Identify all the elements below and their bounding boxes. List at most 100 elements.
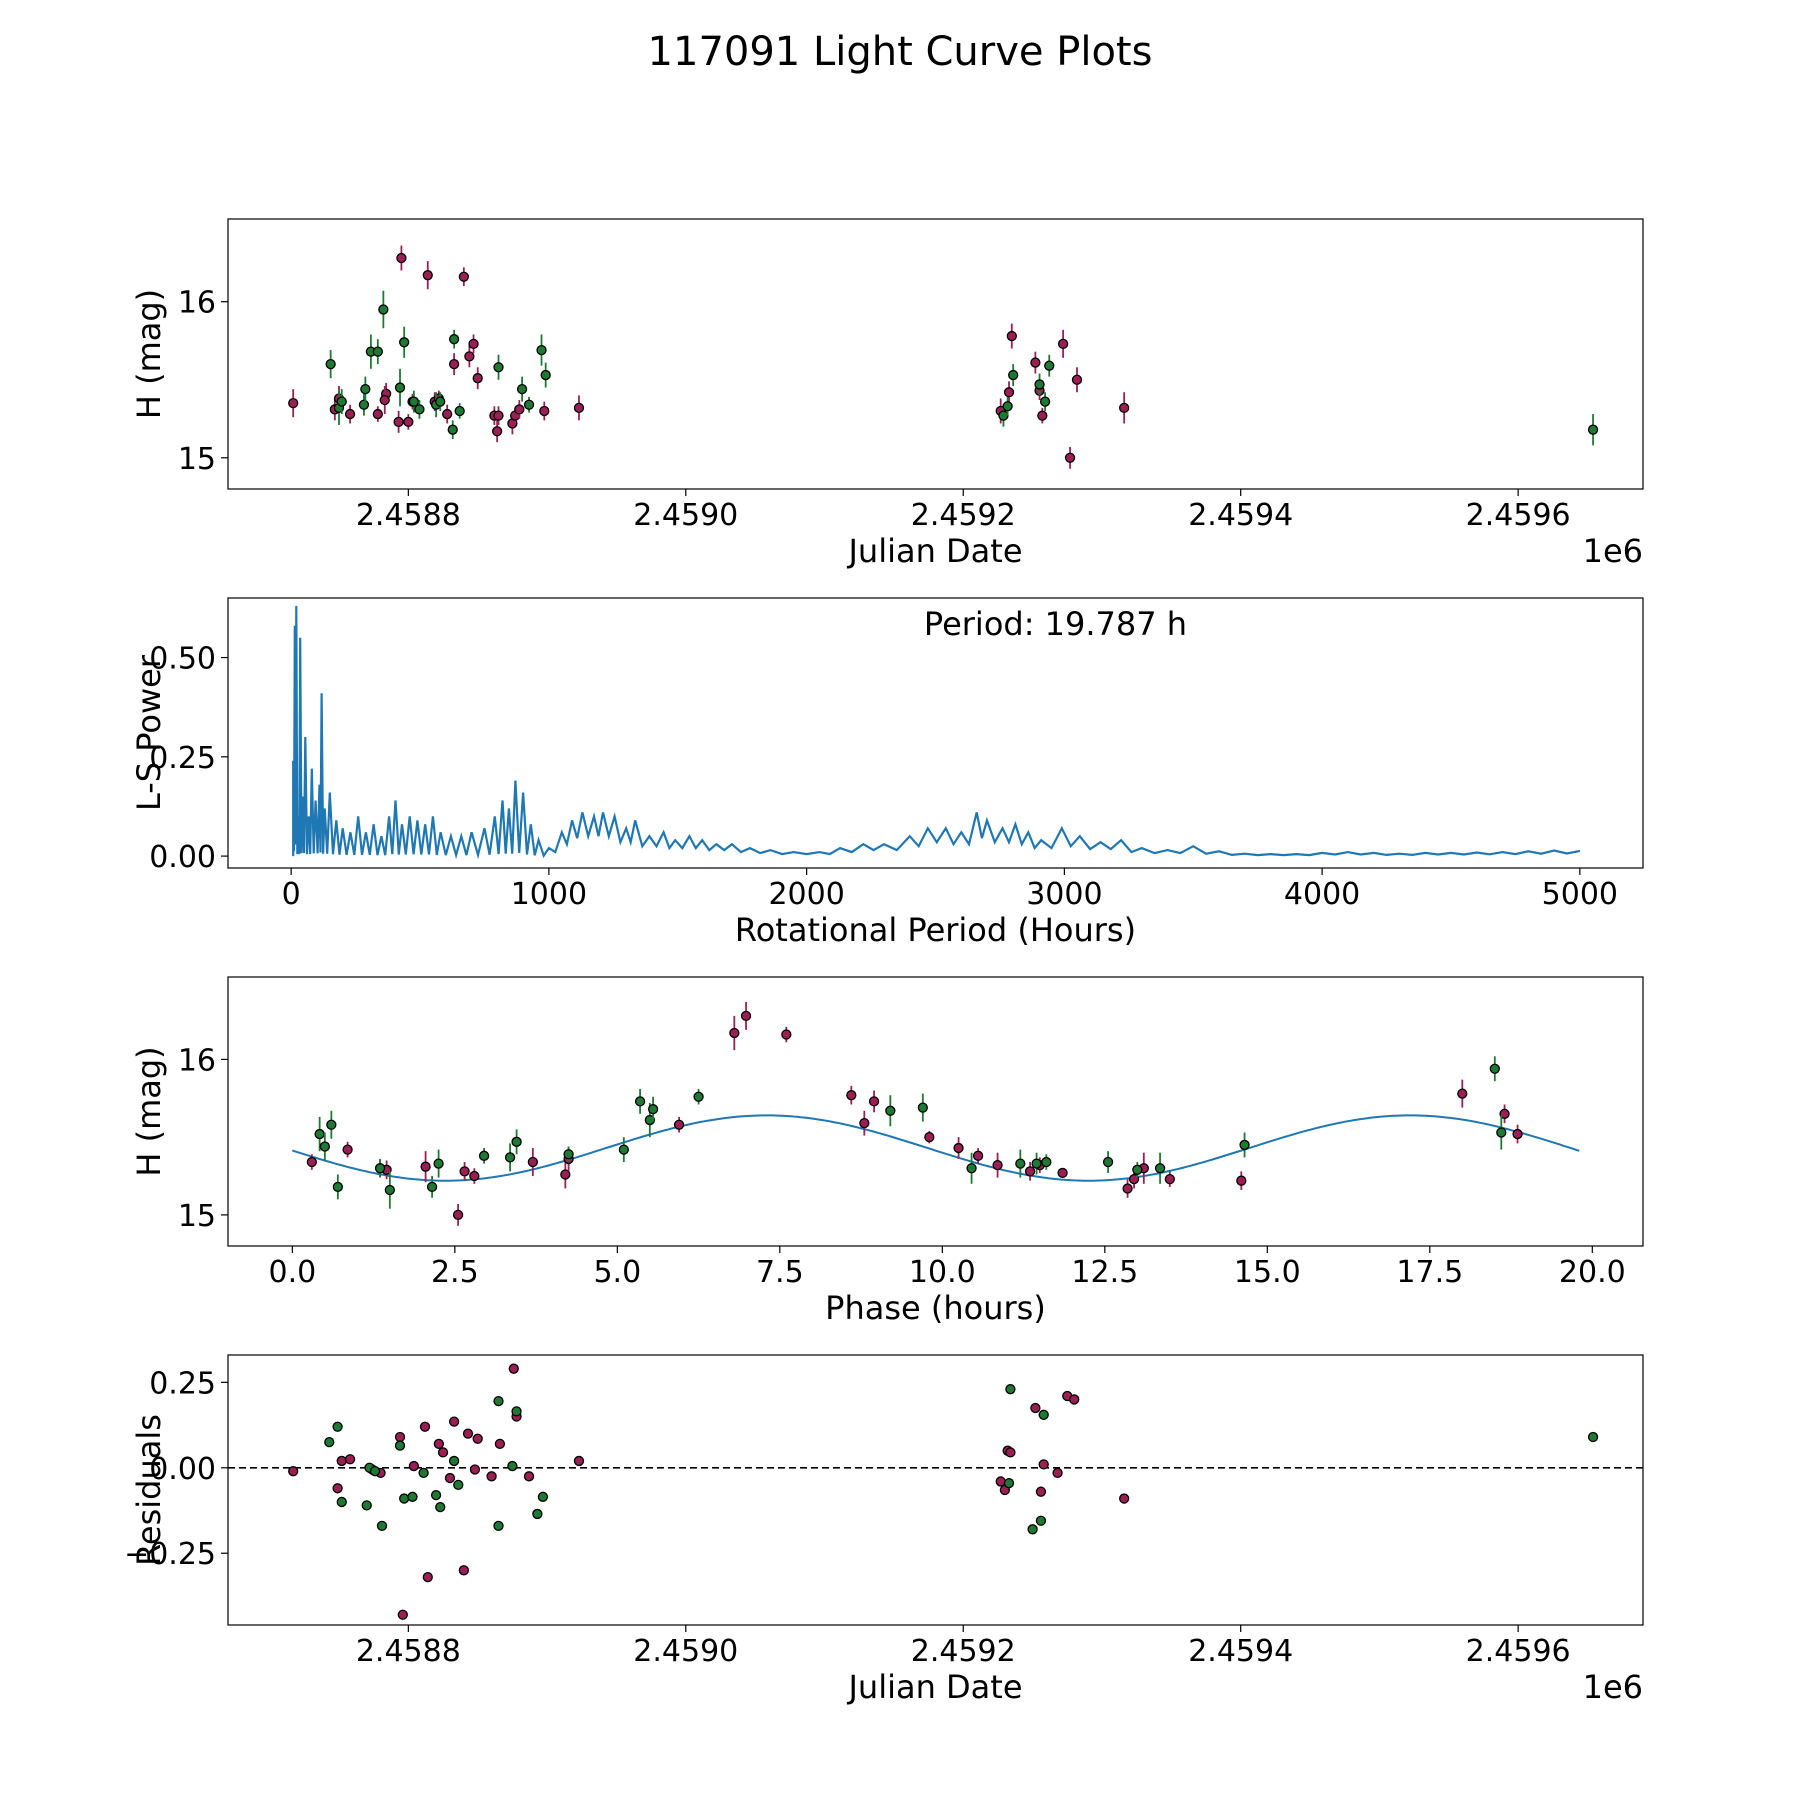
x-tick-label: 15.0 [1234,1255,1301,1290]
data-point [469,1464,481,1475]
periodogram-line [292,605,1581,860]
data-point [1587,1431,1599,1443]
data-point [379,394,390,406]
data-point [459,1166,470,1177]
data-point [693,1091,704,1102]
plot-area-light-curve [288,245,1599,469]
data-point [422,1572,433,1583]
data-point [462,1428,474,1439]
figure-title: 117091 Light Curve Plots [648,29,1153,75]
x-axis-label: Phase (hours) [825,1289,1046,1327]
y-tick-label: 15 [178,1199,216,1234]
data-point [478,1150,490,1161]
data-point [419,1421,431,1432]
data-point [1034,379,1045,390]
data-point [1005,1447,1016,1458]
data-point [1499,1108,1510,1119]
x-tick-label: 2.4594 [1188,1634,1293,1669]
y-axis-label: H (mag) [130,289,168,419]
data-point [408,1460,420,1472]
data-point [458,271,469,282]
data-point [414,404,425,415]
x-tick-label: 2.4592 [911,1634,1016,1669]
y-tick-label: 15 [178,442,216,477]
data-point [1038,1409,1049,1420]
x-tick-label: 2.5 [431,1255,479,1290]
data-point [454,405,465,417]
axes-frame [227,1354,1644,1626]
data-point [1008,369,1019,381]
data-point [336,1496,347,1508]
data-point [332,1181,343,1193]
y-axis-label: H (mag) [130,1046,168,1176]
y-tick-label: 16 [178,1043,216,1078]
data-point [433,1158,444,1169]
data-point [426,1181,438,1193]
data-point [1512,1128,1523,1140]
y-tick-label: 16 [178,286,216,321]
data-point [319,1141,330,1152]
series-red-residuals [288,1363,1130,1620]
data-point [508,1363,519,1374]
data-point [472,1433,483,1444]
data-point [511,1136,522,1147]
x-tick-label: 2.4590 [633,1634,738,1669]
data-point [1038,1459,1049,1470]
data-point [494,1438,506,1450]
data-point [342,1144,353,1155]
data-point [1015,1158,1026,1169]
data-point [448,1416,460,1427]
data-point [540,369,551,381]
y-axis-label: L-S Power [130,654,168,811]
data-point [644,1114,655,1126]
data-point [360,383,371,395]
data-point [288,398,299,409]
series-green-residuals [324,1384,1599,1535]
data-point [344,408,356,420]
data-point [452,1209,464,1221]
data-point [422,270,433,281]
data-point [374,1163,386,1174]
y-tick-label: −0.25 [124,1537,216,1572]
data-point [1052,1467,1063,1479]
data-point [1027,1524,1038,1535]
data-point [1003,387,1015,398]
x-tick-label: 12.5 [1071,1255,1138,1290]
x-tick-label: 7.5 [756,1255,804,1290]
data-point [306,1156,317,1168]
plot-area-periodogram [292,605,1581,860]
x-tick-label: 2.4596 [1466,498,1571,533]
data-point [1035,1486,1047,1497]
data-point [1154,1163,1166,1174]
data-point [740,1010,752,1022]
data-point [1128,1173,1140,1185]
x-tick-label: 2.4596 [1466,1634,1571,1669]
data-point [491,426,503,437]
data-point [514,404,525,415]
data-point [493,362,504,373]
data-point [384,1184,395,1196]
data-point [1035,1515,1047,1526]
data-point [358,399,370,410]
x-offset-text: 1e6 [1583,532,1643,570]
data-point [1030,357,1041,368]
data-point [1239,1139,1250,1151]
y-axis-label: Residuals [130,1414,168,1566]
data-point [781,1029,792,1040]
series-green-phase-curve [314,1056,1507,1209]
x-tick-label: 0 [282,877,301,912]
data-point [504,1152,516,1163]
panel-phase-curve: 0.0 2.5 5.0 7.5 10.0 12.5 15.0 17.5 20.0 15 16 Phas… [130,976,1644,1327]
data-point [288,1466,299,1477]
data-point [523,399,535,410]
y-tick-label: 0.00 [149,840,216,875]
y-tick-label: 0.25 [149,1366,216,1401]
data-point [372,346,383,357]
data-point [573,1455,585,1467]
axes-frame [227,597,1644,869]
data-point [647,1104,659,1115]
y-tick-label: 0.50 [149,642,216,677]
series-red-phase-curve [306,1001,1523,1226]
x-tick-label: 2000 [768,877,844,912]
x-tick-label: 2.4594 [1188,498,1293,533]
